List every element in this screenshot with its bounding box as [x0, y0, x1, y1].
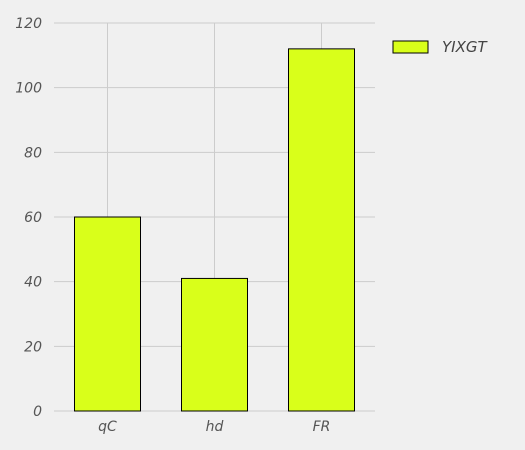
y-tick-label: 0 [33, 404, 42, 420]
legend-swatch [392, 40, 429, 54]
bar-FR [288, 48, 355, 412]
y-tick-label: 120 [15, 16, 42, 32]
y-tick-label: 80 [24, 145, 42, 161]
x-tick-label: FR [313, 419, 331, 435]
y-axis-ticks: 0 20 40 60 80 100 120 [15, 16, 42, 420]
x-axis-ticks: qC hd FR [98, 419, 330, 435]
x-tick-label: qC [98, 419, 117, 435]
y-tick-label: 20 [24, 339, 42, 355]
x-tick-label: hd [206, 419, 224, 435]
legend: YIXGT [392, 38, 488, 56]
legend-label: YIXGT [442, 38, 488, 56]
y-tick-label: 100 [15, 81, 42, 97]
y-tick-label: 40 [24, 275, 42, 291]
bar-hd [181, 277, 248, 412]
bars [74, 48, 355, 412]
y-tick-label: 60 [24, 210, 42, 226]
bar-qC [74, 216, 141, 412]
